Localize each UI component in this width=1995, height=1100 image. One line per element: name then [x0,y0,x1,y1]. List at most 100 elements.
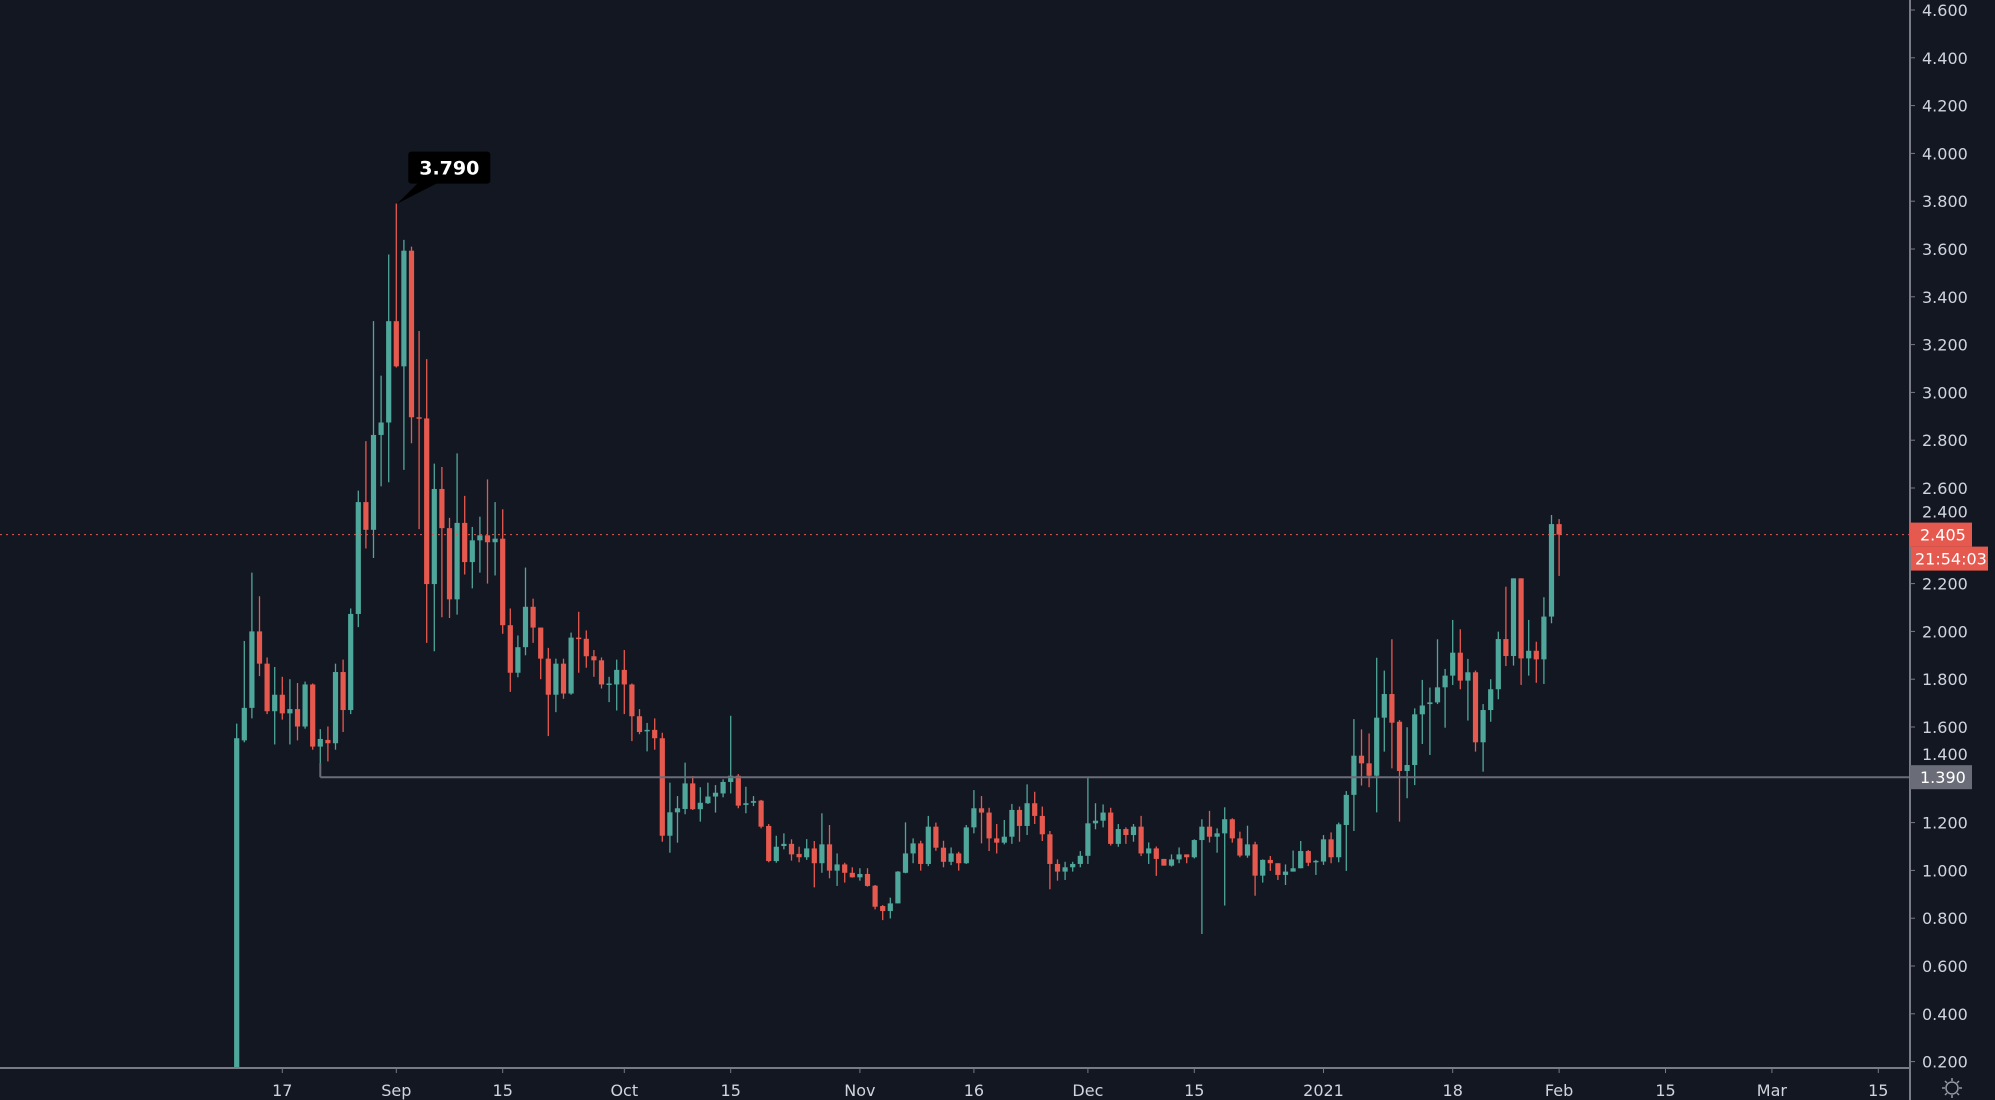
candle[interactable] [302,681,308,729]
candle[interactable] [842,862,848,883]
candle[interactable] [287,679,293,745]
candle[interactable] [918,840,924,871]
candle[interactable] [644,722,650,752]
candle[interactable] [591,650,597,677]
candle[interactable] [416,330,422,530]
candle[interactable] [484,479,491,584]
candle[interactable] [1176,847,1182,864]
candle[interactable] [910,838,916,864]
candle[interactable] [1488,679,1494,722]
candle[interactable] [1130,824,1137,842]
candle[interactable] [773,835,779,863]
candle[interactable] [659,732,665,842]
price-axis[interactable]: 0.200 0.400 0.600 0.800 1.000 1.200 1.400 1.600… [1910,1,1968,1072]
candle[interactable] [1351,719,1357,831]
candle[interactable] [1062,861,1068,880]
candle[interactable] [1214,828,1220,853]
candle[interactable] [363,441,369,549]
candle[interactable] [667,782,673,853]
candle[interactable] [1275,863,1281,880]
candle[interactable] [294,683,301,741]
candle[interactable] [1343,791,1349,871]
candle[interactable] [469,526,475,589]
candle[interactable] [325,726,331,762]
candle[interactable] [1541,597,1547,684]
candle[interactable] [1313,859,1319,875]
candle[interactable] [310,683,316,750]
candle[interactable] [1161,858,1167,866]
candle[interactable] [234,723,240,1068]
candle[interactable] [1077,851,1083,868]
candle[interactable] [348,608,354,715]
candle[interactable] [956,851,962,871]
candle[interactable] [1032,791,1038,825]
candle[interactable] [811,841,817,888]
candle[interactable] [439,466,445,618]
candle[interactable] [1556,519,1562,576]
candle[interactable] [401,239,407,470]
candle[interactable] [1260,859,1266,883]
candle[interactable] [1016,806,1023,842]
candle[interactable] [1320,835,1327,865]
candle[interactable] [971,790,977,834]
candle[interactable] [849,867,855,878]
candle[interactable] [880,905,886,921]
candle[interactable] [553,658,559,713]
candle[interactable] [1123,827,1129,844]
candle[interactable] [454,453,460,615]
candle[interactable] [1252,841,1258,896]
candle[interactable] [560,658,567,699]
candle[interactable] [781,833,787,850]
candle[interactable] [1222,807,1228,906]
candle[interactable] [652,718,658,750]
candle[interactable] [1168,854,1175,867]
candle[interactable] [515,635,521,678]
candle[interactable] [986,807,992,852]
candle[interactable] [621,650,627,715]
candle[interactable] [492,502,498,576]
candle[interactable] [1138,815,1144,857]
candle[interactable] [583,630,589,668]
candle[interactable] [241,640,247,743]
candle[interactable] [1039,806,1045,842]
candle[interactable] [796,846,802,863]
candle[interactable] [720,779,726,798]
candle[interactable] [804,839,810,860]
candle[interactable] [978,796,985,844]
candle[interactable] [864,868,871,887]
candle[interactable] [408,246,415,444]
candle[interactable] [606,676,612,703]
candle[interactable] [1085,776,1091,864]
candle[interactable] [1092,803,1099,830]
candle[interactable] [834,853,840,886]
candle[interactable] [697,787,703,822]
candle[interactable] [682,762,688,815]
candle[interactable] [1366,733,1372,788]
candle[interactable] [355,490,361,628]
candle[interactable] [1526,619,1532,676]
candle[interactable] [1328,832,1334,864]
candle[interactable] [788,839,795,861]
candle[interactable] [1503,586,1509,667]
candle[interactable] [1206,810,1213,843]
candle[interactable] [940,840,947,868]
candle[interactable] [1229,818,1235,843]
candle[interactable] [629,683,635,742]
candle[interactable] [530,598,536,643]
candle[interactable] [1495,631,1501,700]
candle[interactable] [1070,861,1076,872]
candle[interactable] [895,871,901,904]
candle[interactable] [1548,515,1555,624]
candle[interactable] [1184,854,1190,864]
candle[interactable] [1457,629,1463,690]
candle[interactable] [728,715,734,794]
candle[interactable] [1472,670,1479,752]
candle[interactable] [1412,708,1418,786]
candle[interactable] [1108,807,1114,846]
candle[interactable] [1237,831,1243,858]
candle[interactable] [1282,864,1289,885]
candle[interactable] [1146,842,1152,864]
candle[interactable] [705,782,711,804]
candle[interactable] [446,517,453,619]
candle[interactable] [1533,641,1539,683]
